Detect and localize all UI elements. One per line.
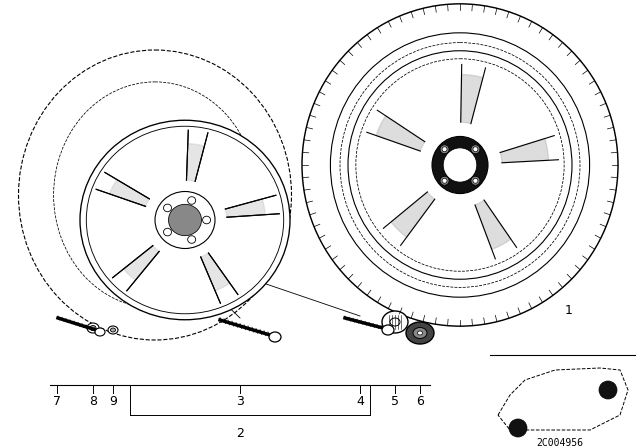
Ellipse shape	[382, 325, 394, 335]
Polygon shape	[109, 180, 149, 207]
Ellipse shape	[108, 326, 118, 334]
Ellipse shape	[442, 178, 447, 183]
Ellipse shape	[80, 120, 290, 320]
Text: 2C004956: 2C004956	[536, 438, 584, 448]
Polygon shape	[461, 74, 483, 124]
Ellipse shape	[203, 216, 211, 224]
Ellipse shape	[473, 147, 478, 152]
Circle shape	[509, 419, 527, 437]
Circle shape	[599, 381, 617, 399]
Ellipse shape	[390, 318, 400, 326]
Ellipse shape	[90, 326, 96, 331]
Text: 2: 2	[236, 427, 244, 440]
Ellipse shape	[87, 323, 99, 333]
Ellipse shape	[417, 331, 422, 335]
Polygon shape	[500, 138, 548, 163]
Ellipse shape	[471, 145, 480, 154]
Ellipse shape	[440, 145, 449, 154]
Ellipse shape	[443, 148, 477, 182]
Ellipse shape	[406, 322, 434, 344]
Polygon shape	[124, 246, 159, 280]
Text: 7: 7	[53, 395, 61, 408]
Text: 6: 6	[416, 395, 424, 408]
Ellipse shape	[413, 327, 427, 339]
Polygon shape	[225, 199, 265, 217]
Ellipse shape	[432, 137, 488, 194]
Ellipse shape	[86, 126, 284, 314]
Text: 9: 9	[109, 395, 117, 408]
Ellipse shape	[269, 332, 281, 342]
Polygon shape	[376, 116, 425, 151]
Polygon shape	[391, 192, 435, 237]
Ellipse shape	[440, 176, 449, 185]
Polygon shape	[475, 200, 511, 250]
Ellipse shape	[442, 147, 447, 152]
Text: 5: 5	[391, 395, 399, 408]
Ellipse shape	[471, 176, 480, 185]
Ellipse shape	[168, 204, 202, 236]
Ellipse shape	[155, 191, 215, 249]
Text: 3: 3	[236, 395, 244, 408]
Ellipse shape	[111, 328, 115, 332]
Polygon shape	[186, 144, 204, 181]
Text: 8: 8	[89, 395, 97, 408]
Ellipse shape	[348, 51, 572, 279]
Polygon shape	[201, 253, 230, 291]
Ellipse shape	[382, 311, 408, 333]
Ellipse shape	[164, 204, 172, 212]
Ellipse shape	[95, 328, 105, 336]
Ellipse shape	[473, 178, 478, 183]
Ellipse shape	[188, 197, 196, 204]
Text: 4: 4	[356, 395, 364, 408]
Ellipse shape	[188, 236, 196, 243]
Text: 1: 1	[565, 303, 573, 316]
Ellipse shape	[164, 228, 172, 236]
